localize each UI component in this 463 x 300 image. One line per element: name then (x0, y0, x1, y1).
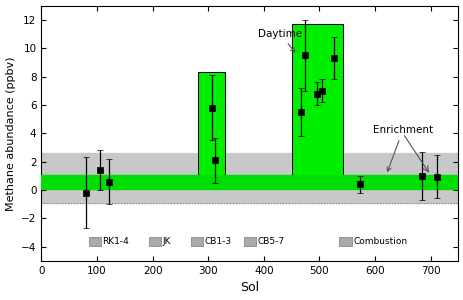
Bar (191, 236, 203, 246)
Bar (291, 24, 342, 189)
Bar (88, 236, 100, 246)
Bar (41, 153, 457, 203)
Text: CB1-3: CB1-3 (204, 237, 232, 246)
Text: Enrichment: Enrichment (372, 125, 432, 171)
Text: Combustion: Combustion (352, 237, 407, 246)
Bar (148, 236, 161, 246)
Text: Daytime: Daytime (258, 29, 302, 52)
Y-axis label: Methane abundance (ppbv): Methane abundance (ppbv) (6, 56, 16, 211)
Bar (243, 236, 256, 246)
Bar (41, 175, 457, 189)
Bar (198, 72, 225, 189)
Text: JK: JK (162, 237, 171, 246)
Text: CB5-7: CB5-7 (257, 237, 284, 246)
Bar (339, 236, 351, 246)
Text: RK1-4: RK1-4 (102, 237, 129, 246)
X-axis label: Sol: Sol (240, 281, 259, 294)
